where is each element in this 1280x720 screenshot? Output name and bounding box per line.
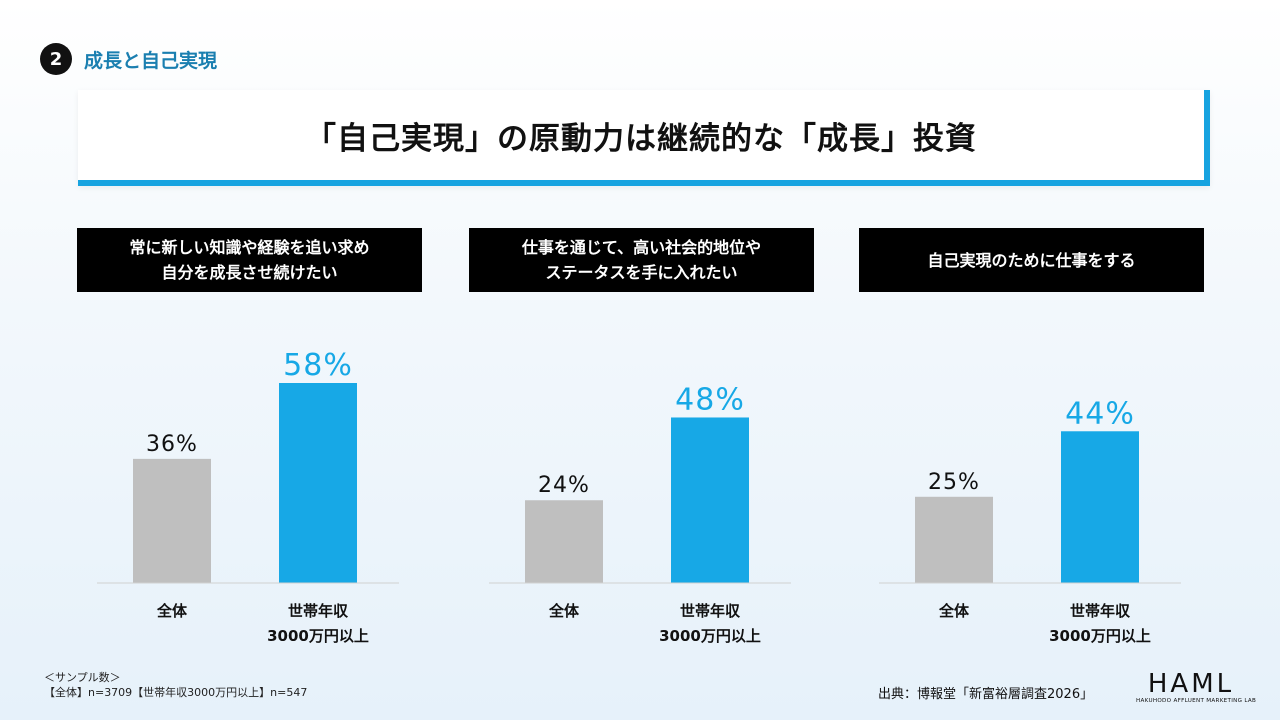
bar-chart-svg: 25% 全体 44% 世帯年収 3000万円以上 (879, 396, 1181, 645)
data-label: 48% (675, 382, 745, 417)
data-label: 58% (283, 348, 353, 383)
section-title: 成長と自己実現 (84, 49, 218, 72)
category-label: 全体 (156, 602, 188, 620)
sample-size-note: ＜サンプル数＞ 【全体】n=3709【世帯年収3000万円以上】n=547 (44, 670, 307, 700)
data-label: 44% (1065, 396, 1135, 431)
chart-title: 仕事を通じて、高い社会的地位や ステータスを手に入れたい (469, 228, 814, 292)
category-label: 3000万円以上 (267, 627, 369, 645)
data-label: 24% (538, 473, 590, 498)
bar-total (915, 496, 993, 583)
category-label: 3000万円以上 (659, 627, 761, 645)
bar-chart-svg: 24% 全体 48% 世帯年収 3000万円以上 (489, 382, 791, 645)
bar-chart-1: 36% 全体 58% 世帯年収 3000万円以上 (77, 292, 422, 658)
bar-high-income (279, 383, 357, 583)
logo-wordmark: HAML (1147, 669, 1235, 699)
chart-panel-3: 自己実現のために仕事をする 25% 全体 44% 世帯年収 3000万円以上 (859, 228, 1204, 658)
chart-title: 自己実現のために仕事をする (859, 228, 1204, 292)
chart-panel-1: 常に新しい知識や経験を追い求め 自分を成長させ続けたい 36% 全体 58% 世帯年収… (77, 228, 422, 658)
bar-high-income (671, 417, 749, 583)
sample-size-values: 【全体】n=3709【世帯年収3000万円以上】n=547 (44, 686, 308, 699)
sample-size-heading: ＜サンプル数＞ (44, 671, 121, 684)
headline: 「自己実現」の原動力は継続的な「成長」投資 (305, 120, 977, 157)
bar-total (133, 458, 211, 583)
bar-chart-3: 25% 全体 44% 世帯年収 3000万円以上 (859, 292, 1204, 658)
haml-logo: HAML HAKUHODO AFFLUENT MARKETING LAB (1136, 669, 1257, 704)
logo-tagline: HAKUHODO AFFLUENT MARKETING LAB (1136, 698, 1257, 704)
headline-box: 「自己実現」の原動力は継続的な「成長」投資 (78, 90, 1210, 186)
data-label: 36% (146, 432, 198, 457)
category-label: 全体 (548, 602, 580, 620)
category-label: 全体 (938, 602, 970, 620)
data-label: 25% (928, 470, 980, 495)
category-label: 世帯年収 (1070, 602, 1131, 620)
bar-high-income (1061, 431, 1139, 583)
category-label: 3000万円以上 (1049, 627, 1151, 645)
bar-total (525, 500, 603, 583)
source-citation: 出典：博報堂「新富裕層調査2026」 (878, 687, 1094, 702)
category-label: 世帯年収 (680, 602, 741, 620)
bar-chart-2: 24% 全体 48% 世帯年収 3000万円以上 (469, 292, 814, 658)
section-tag: 2 成長と自己実現 (40, 43, 217, 75)
category-label: 世帯年収 (288, 602, 349, 620)
chart-title: 常に新しい知識や経験を追い求め 自分を成長させ続けたい (77, 228, 422, 292)
bar-chart-svg: 36% 全体 58% 世帯年収 3000万円以上 (97, 348, 399, 645)
section-number: 2 (40, 43, 72, 75)
chart-panel-2: 仕事を通じて、高い社会的地位や ステータスを手に入れたい 24% 全体 48% 世帯年… (469, 228, 814, 658)
